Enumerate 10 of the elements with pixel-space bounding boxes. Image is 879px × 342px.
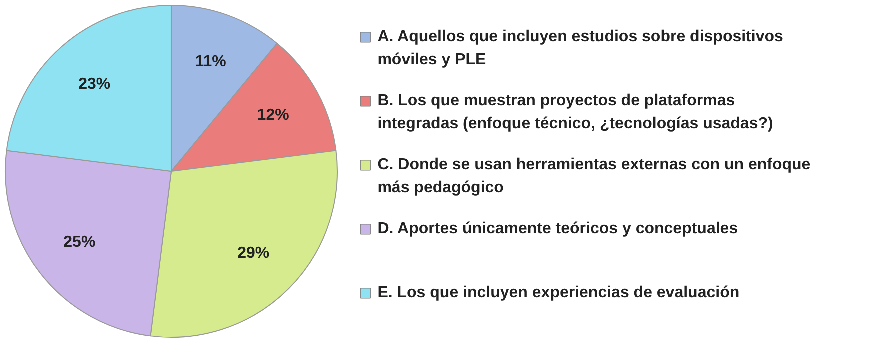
legend-label: E. Los que incluyen experiencias de evaluación [378,284,740,302]
legend-label: B. Los que muestran proyectos de plataformas integradas (enfoque técnico, ¿tecnologías usadas?) [378,92,774,132]
data-label: 25% [64,234,96,252]
legend-label: D. Aportes únicamente teóricos y conceptuales [378,220,738,238]
legend-label: C. Donde se usan herramientas externas con un enfoque más pedagógico [378,156,811,196]
data-label: 23% [78,76,111,93]
legend-label: A. Aquellos que incluyen estudios sobre dispositivos móviles y PLE [378,28,784,68]
data-label: 29% [238,245,270,262]
data-label: 11% [195,54,226,71]
data-label: 12% [257,107,290,124]
